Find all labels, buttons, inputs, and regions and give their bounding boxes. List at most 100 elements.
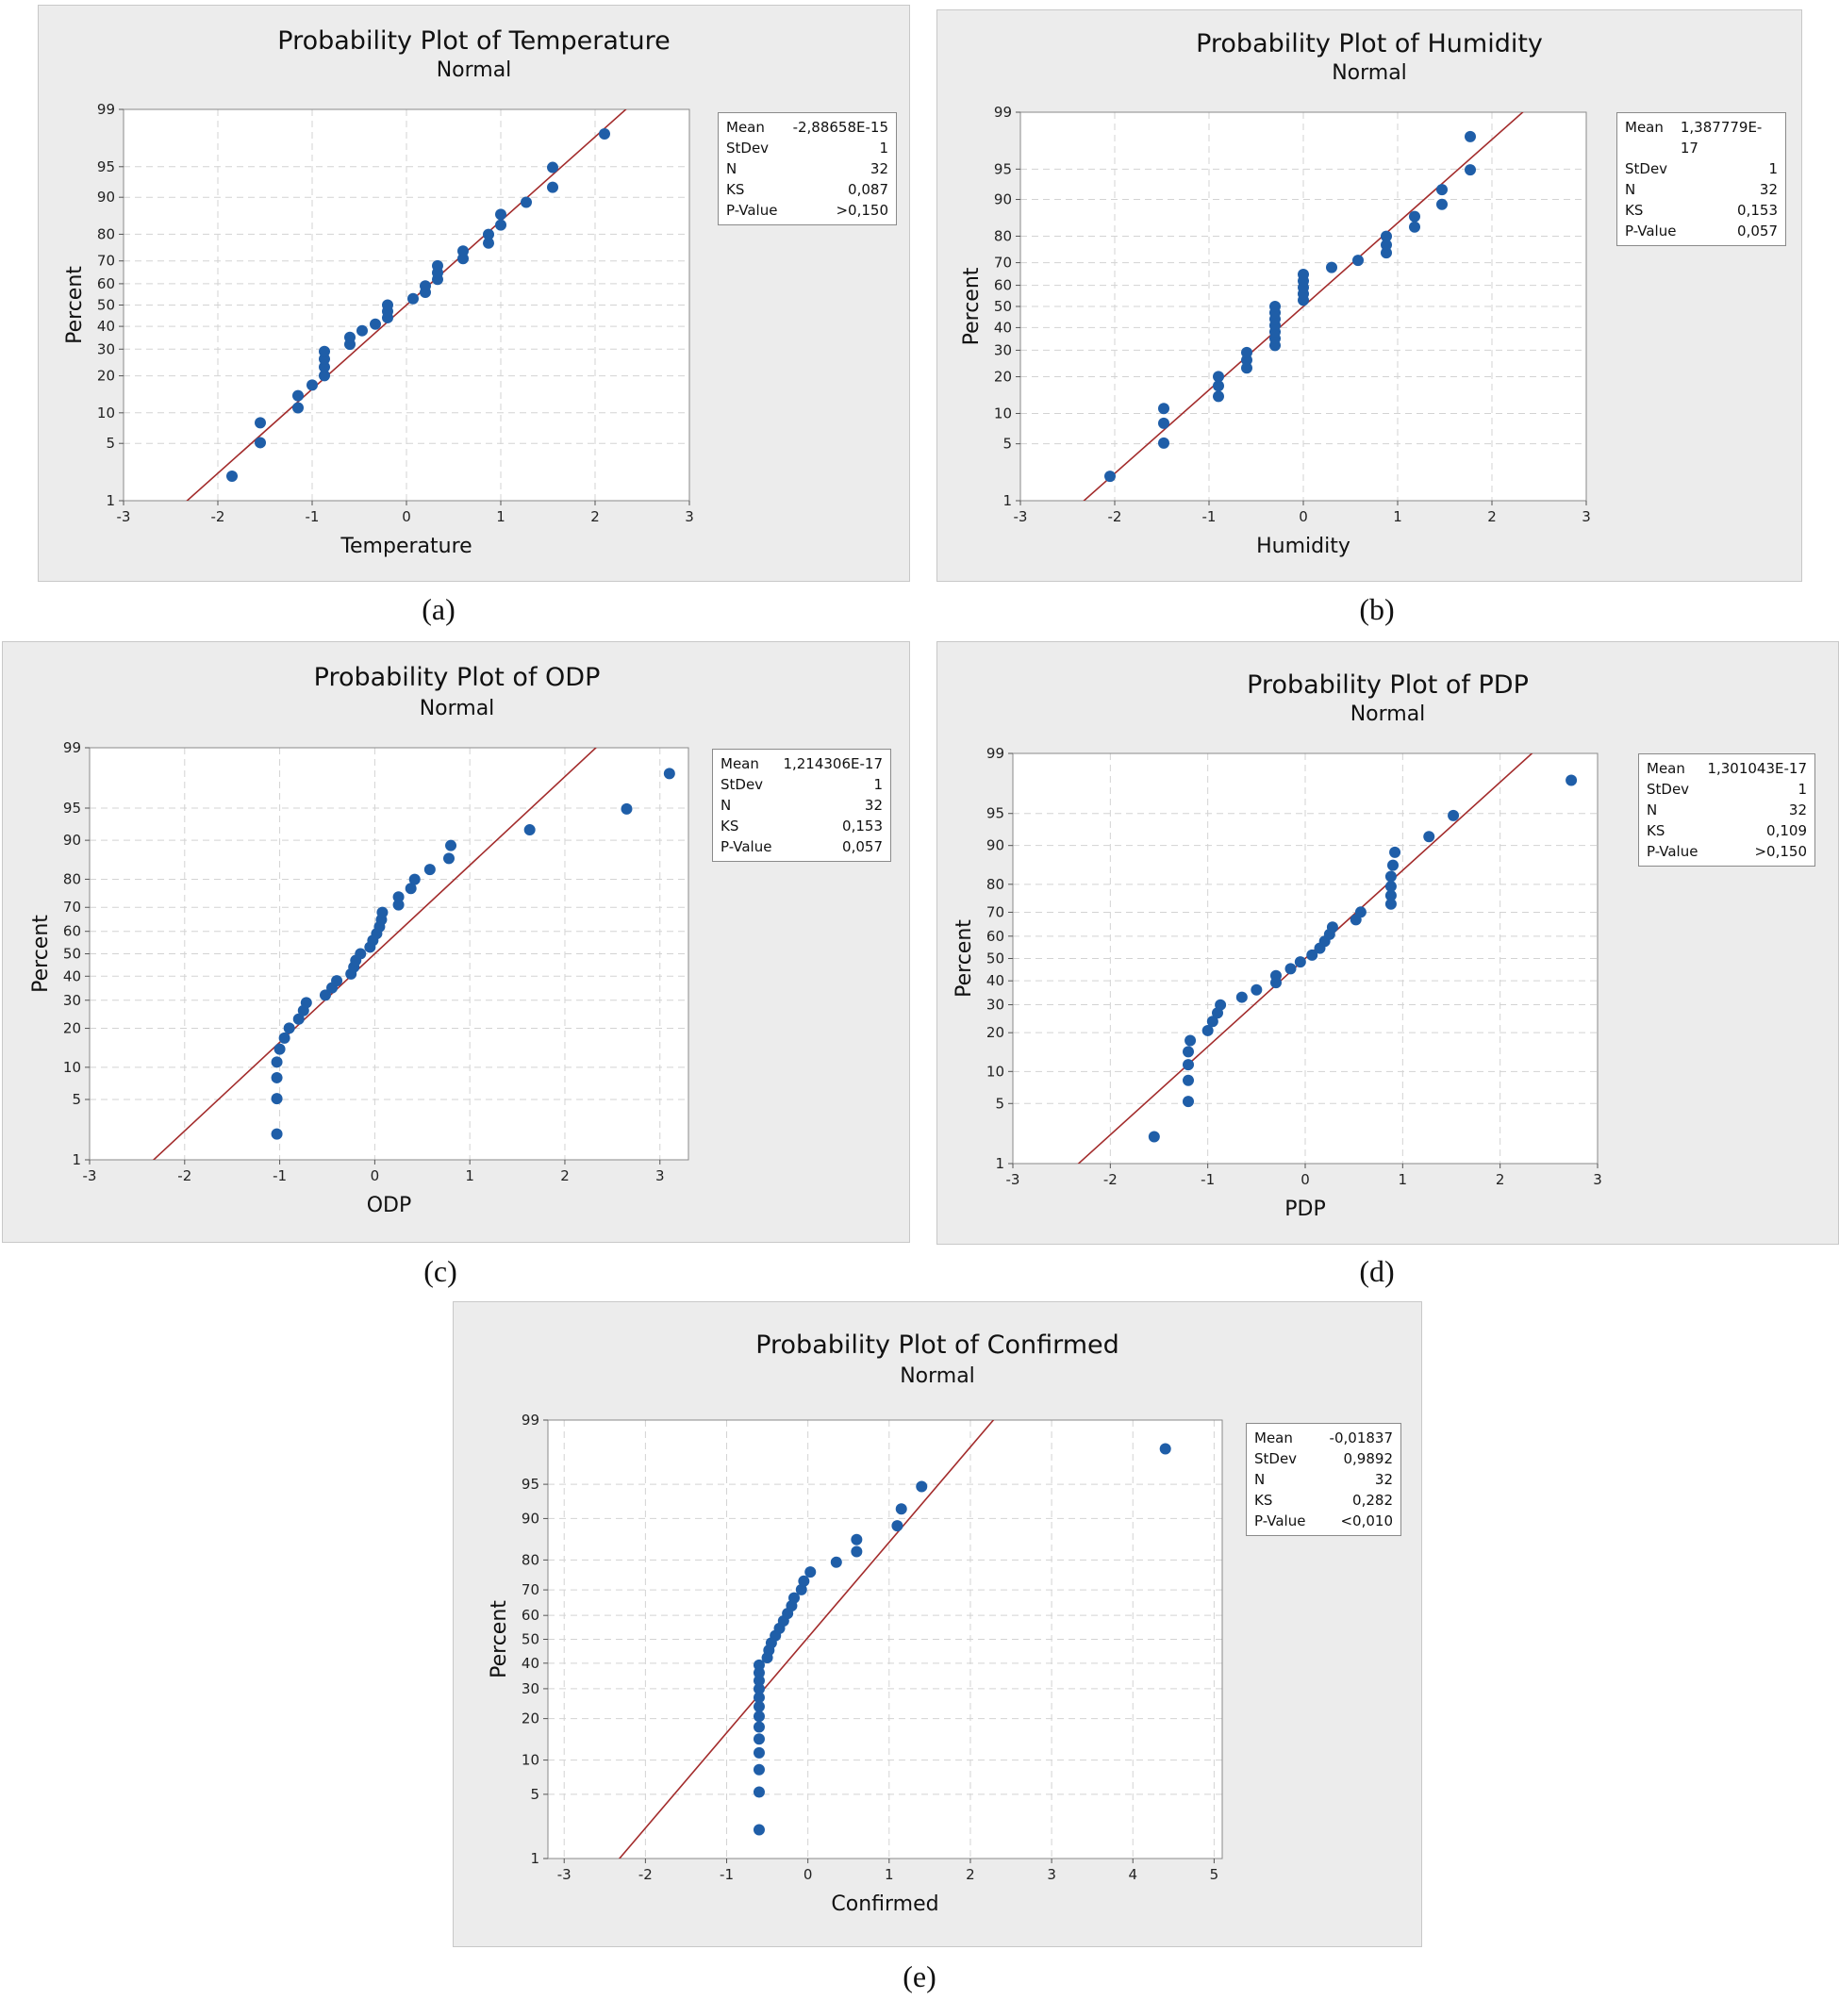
data-point [891, 1520, 903, 1532]
y-tick-label: 30 [63, 992, 81, 1009]
x-tick-label: 1 [1399, 1171, 1408, 1188]
y-tick-label: 10 [986, 1063, 1004, 1080]
y-tick-label: 40 [986, 972, 1004, 989]
panel-c-frame: Probability Plot of ODP Normal -3 -2 -1 0 1 2… [2, 641, 910, 1243]
stat-key: Mean [1625, 119, 1664, 136]
y-tick-label: 70 [522, 1581, 539, 1598]
data-point [1183, 1046, 1194, 1058]
stat-value: -2,88658E-15 [792, 119, 888, 136]
data-point [1423, 831, 1435, 843]
stat-value: 32 [1788, 801, 1807, 818]
stat-key: N [721, 797, 732, 814]
panel-e: Probability Plot of Confirmed Normal -3-… [451, 1301, 1432, 2008]
stat-key: KS [1647, 822, 1665, 839]
data-point [1384, 898, 1397, 910]
stat-row: N 32 [1254, 1469, 1393, 1490]
x-tick-label: -3 [83, 1167, 97, 1184]
x-tick-label: -2 [177, 1167, 191, 1184]
data-point [1213, 380, 1224, 392]
x-axis-label: PDP [1284, 1198, 1325, 1221]
stat-key: KS [721, 818, 739, 834]
stat-value: 0,109 [1766, 822, 1807, 839]
data-point [1436, 184, 1448, 196]
stat-value: 0,057 [1737, 223, 1778, 240]
data-point [483, 237, 494, 249]
data-point [1206, 1016, 1218, 1028]
panel-d-stats: Mean 1,301043E-17 StDev 1 N 32 KS 0,109 P-Va… [1638, 753, 1815, 867]
stat-row: N 32 [1647, 800, 1807, 820]
panel-b-frame: Probability Plot of Humidity Normal -3 -2… [936, 9, 1802, 582]
data-point [392, 899, 405, 911]
data-point [1409, 210, 1420, 223]
panel-a: Probability Plot of Temperature Normal -… [0, 0, 920, 641]
data-point [753, 1721, 765, 1733]
y-tick-label: 5 [72, 1091, 81, 1108]
y-tick-label: 90 [994, 191, 1012, 208]
x-axis-label: Humidity [1256, 535, 1350, 558]
data-point [1465, 164, 1476, 176]
stat-key: KS [1254, 1492, 1273, 1509]
panel-c: Probability Plot of ODP Normal -3 -2 -1 0 1 2… [0, 641, 920, 1301]
data-point [457, 245, 469, 257]
y-tick-label: 5 [995, 1095, 1004, 1112]
stat-key: P-Value [1254, 1512, 1306, 1529]
data-point [1381, 247, 1392, 259]
panel-e-stats: Mean -0,01837 StDev 0,9892 N 32 KS 0,282 P-V… [1246, 1423, 1401, 1536]
stat-row: Mean -0,01837 [1254, 1428, 1393, 1448]
x-tick-label: -2 [211, 508, 225, 525]
panel-a-frame: Probability Plot of Temperature Normal -… [38, 5, 910, 582]
y-tick-label: 95 [63, 800, 81, 817]
x-tick-label: 2 [1487, 508, 1497, 525]
y-tick-label: 10 [994, 405, 1012, 421]
y-tick-label: 70 [986, 903, 1004, 920]
y-tick-label: 95 [97, 158, 115, 175]
data-point [443, 852, 455, 865]
x-tick-label: 2 [1496, 1171, 1505, 1188]
x-tick-label: -1 [273, 1167, 287, 1184]
x-tick-label: 2 [966, 1866, 975, 1883]
stat-value: 1 [873, 776, 883, 793]
x-tick-label: -1 [1201, 1171, 1215, 1188]
y-tick-label: 99 [994, 104, 1012, 121]
y-tick-label: 1 [72, 1151, 81, 1168]
data-point [895, 1503, 907, 1515]
x-tick-label: -1 [720, 1866, 734, 1883]
y-tick-label: 10 [97, 405, 115, 421]
y-axis-label: Percent [63, 266, 87, 344]
stat-value: 0,153 [842, 818, 883, 834]
data-point [599, 128, 610, 140]
data-point [1158, 417, 1169, 429]
x-tick-label: -1 [1202, 508, 1217, 525]
stat-row: Mean 1,301043E-17 [1647, 758, 1807, 779]
data-point [344, 331, 356, 343]
y-tick-label: 20 [522, 1710, 539, 1727]
y-tick-label: 5 [106, 435, 115, 452]
data-point [255, 437, 266, 449]
stat-row: P-Value 0,057 [1625, 221, 1778, 241]
data-point [319, 370, 330, 382]
stat-value: <0,010 [1340, 1512, 1393, 1529]
stat-key: P-Value [1625, 223, 1677, 240]
data-point [1270, 969, 1282, 982]
data-point [795, 1583, 807, 1595]
y-tick-label: 90 [97, 189, 115, 206]
y-tick-label: 1 [530, 1850, 539, 1867]
stat-key: StDev [721, 776, 764, 793]
stat-row: StDev 1 [726, 138, 888, 158]
data-point [271, 1128, 283, 1140]
data-point [495, 208, 506, 221]
panel-d-chart: -3 -2 -1 0 1 2 3 1 5 10 20 30 40 50 60 70 80 90 95 99 PDP Per… [953, 745, 1602, 1221]
data-point [753, 1692, 765, 1704]
data-point [1326, 921, 1338, 934]
stat-key: KS [1625, 202, 1644, 219]
stat-key: N [726, 160, 737, 177]
y-tick-label: 50 [986, 950, 1004, 967]
y-tick-label: 95 [522, 1476, 539, 1493]
data-point [300, 997, 312, 1009]
stat-value: 0,9892 [1343, 1450, 1394, 1467]
x-tick-label: -3 [1014, 508, 1028, 525]
y-tick-label: 90 [986, 837, 1004, 854]
data-point [851, 1533, 863, 1545]
data-point [1158, 403, 1169, 415]
stat-value: 0,087 [848, 181, 888, 198]
